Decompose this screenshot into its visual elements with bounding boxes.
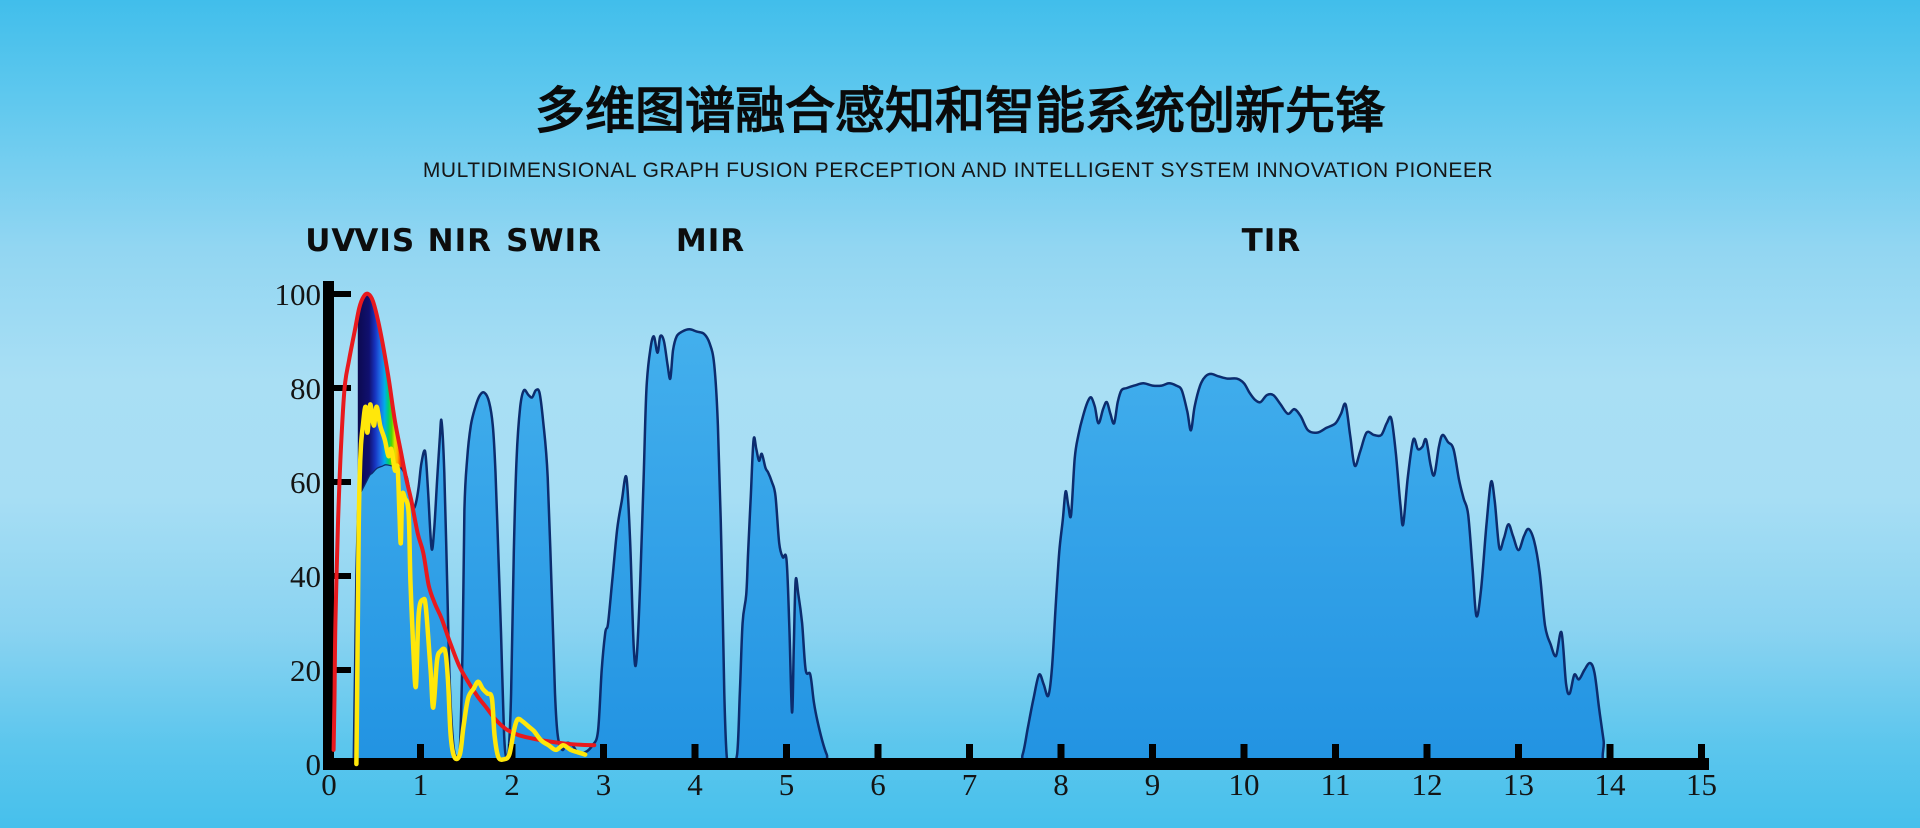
band-label-tir: TIR: [1242, 223, 1302, 259]
x-tick-label: 3: [596, 767, 612, 802]
x-tick: [600, 744, 607, 759]
x-tick-label: 12: [1412, 767, 1443, 802]
band-label-vis: VIS: [354, 223, 415, 259]
x-tick: [1698, 744, 1705, 759]
page-subtitle: MULTIDIMENSIONAL GRAPH FUSION PERCEPTION…: [423, 159, 1493, 182]
x-tick-label: 7: [962, 767, 978, 802]
x-axis-line: [323, 758, 1709, 770]
y-tick: [334, 479, 351, 485]
y-tick-label: 100: [275, 277, 322, 312]
blackbody-curve-path: [331, 291, 597, 752]
y-tick-label: 80: [290, 371, 321, 406]
y-tick-label: 60: [290, 465, 321, 500]
x-tick-label: 1: [413, 767, 429, 802]
x-tick: [1057, 744, 1065, 759]
visible-spectrum-layer: [357, 293, 402, 520]
x-tick-label: 14: [1595, 767, 1627, 802]
y-axis-line: [323, 281, 334, 770]
x-tick: [691, 744, 699, 759]
y-tick: [334, 667, 351, 673]
y-tick: [334, 385, 351, 391]
x-tick-label: 6: [870, 767, 886, 802]
x-tick: [966, 744, 973, 759]
transmission-area-path: [352, 328, 1708, 766]
y-tick: [334, 761, 351, 767]
y-tick-label: 20: [290, 653, 321, 688]
transmission-windows-layer: [352, 328, 1708, 766]
band-label-nir: NIR: [428, 223, 492, 259]
y-tick-label: 0: [306, 747, 322, 782]
x-tick: [1423, 744, 1431, 759]
solar-curve-path: [354, 402, 588, 767]
x-tick: [325, 744, 333, 759]
x-tick: [874, 744, 882, 759]
x-tick-label: 2: [504, 767, 520, 802]
x-tick-label: 0: [321, 767, 337, 802]
visible-spectrum-region-path: [357, 293, 402, 520]
x-tick: [1149, 744, 1156, 759]
x-tick-label: 11: [1321, 767, 1351, 802]
page-title: 多维图谱融合感知和智能系统创新先锋: [535, 82, 1386, 140]
x-tick-label: 13: [1503, 767, 1534, 802]
x-tick-label: 15: [1686, 767, 1717, 802]
axes-layer: [323, 281, 1709, 770]
x-tick-label: 10: [1229, 767, 1260, 802]
band-label-swir: SWIR: [506, 223, 602, 259]
curves-layer: [331, 291, 597, 767]
x-tick: [783, 744, 790, 759]
band-label-uv: UV: [305, 223, 356, 259]
x-tick-label: 9: [1145, 767, 1161, 802]
y-tick: [334, 291, 351, 297]
x-tick: [1606, 744, 1614, 759]
x-tick-label: 8: [1053, 767, 1069, 802]
x-tick-label: 4: [687, 767, 703, 802]
x-tick: [417, 744, 424, 759]
y-tick-label: 40: [290, 559, 321, 594]
x-tick: [1240, 744, 1248, 759]
x-tick: [1515, 744, 1522, 759]
x-tick-label: 5: [779, 767, 795, 802]
y-tick: [334, 573, 351, 579]
band-label-mir: MIR: [676, 223, 745, 259]
x-tick: [1332, 744, 1339, 759]
